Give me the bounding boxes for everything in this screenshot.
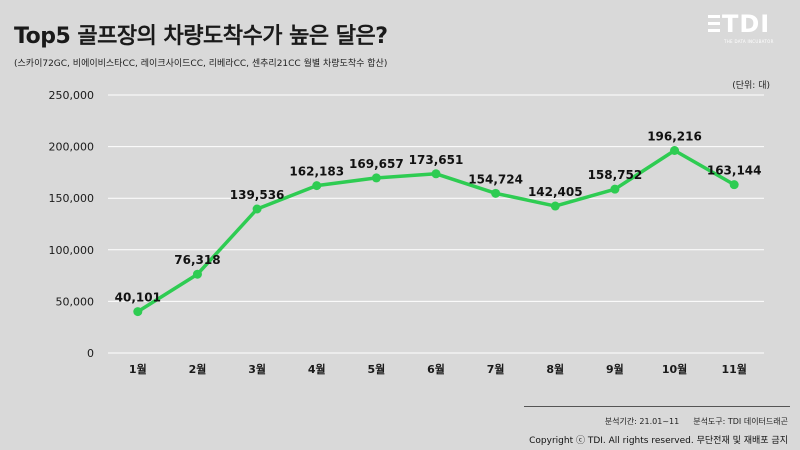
x-tick-label: 4월 [308,362,326,376]
footer-info: 분석기간: 21.01~11 분석도구: TDI 데이터드래곤 [591,416,788,427]
data-point [670,146,680,156]
analysis-period: 분석기간: 21.01~11 [604,417,680,426]
x-tick-label: 3월 [248,362,266,376]
data-point [312,181,322,191]
x-tick-label: 8월 [546,362,564,376]
tdi-logo: TDI THE DATA INCUBATOR [708,12,784,46]
data-label: 154,724 [468,172,523,186]
logo-bars-icon [708,15,720,33]
unit-label: (단위: 대) [732,81,770,91]
data-point [491,188,501,198]
x-tick-label: 5월 [367,362,385,376]
x-tick-label: 2월 [189,362,207,376]
y-tick-label: 0 [87,347,94,360]
data-point [610,184,620,194]
data-label: 169,657 [349,157,404,171]
x-axis-ticks: 1월 2월 3월 4월 5월 6월 7월 8월 9월 10월 11월 [129,362,747,376]
chart-title: Top5 골프장의 차량도착수가 높은 달은? [14,24,388,49]
data-label: 40,101 [115,291,161,305]
logo-subtext: THE DATA INCUBATOR [724,39,774,44]
data-point [550,201,560,211]
x-tick-label: 1월 [129,362,147,376]
data-label: 158,752 [588,168,643,182]
data-label: 139,536 [230,188,285,202]
data-label: 196,216 [647,130,702,144]
logo-wordmark: TDI [722,10,771,38]
x-tick-label: 6월 [427,362,445,376]
y-tick-label: 200,000 [49,141,95,154]
footer-divider [524,406,790,407]
data-point [133,307,143,317]
data-label: 142,405 [528,185,583,199]
analysis-tool: 분석도구: TDI 데이터드래곤 [693,417,788,426]
data-label: 76,318 [174,253,220,267]
y-axis-ticks: 0 50,000 100,000 150,000 200,000 250,000 [49,89,95,360]
data-point [431,169,441,179]
x-tick-label: 11월 [721,362,746,376]
data-label: 162,183 [289,165,344,179]
grid-lines [108,94,764,354]
x-tick-label: 7월 [487,362,505,376]
y-tick-label: 50,000 [56,295,95,308]
y-tick-label: 250,000 [49,89,95,102]
x-tick-label: 9월 [606,362,624,376]
data-point [371,173,381,183]
chart-subtitle: (스카이72GC, 비에이비스타CC, 레이크사이드CC, 리베라CC, 센추리… [14,59,388,69]
data-point [192,269,202,279]
y-tick-label: 150,000 [49,192,95,205]
data-label: 163,144 [707,164,762,178]
data-labels: 40,101 76,318 139,536 162,183 169,657 173,651… [115,130,762,305]
data-point [252,204,262,214]
logo-text: TDI [708,12,770,36]
y-tick-label: 100,000 [49,244,95,257]
data-points [133,146,739,317]
data-point [729,180,739,190]
x-tick-label: 10월 [662,362,687,376]
copyright-notice: Copyright ⓒ TDI. All rights reserved. 무단… [529,436,788,446]
data-label: 173,651 [409,153,464,167]
